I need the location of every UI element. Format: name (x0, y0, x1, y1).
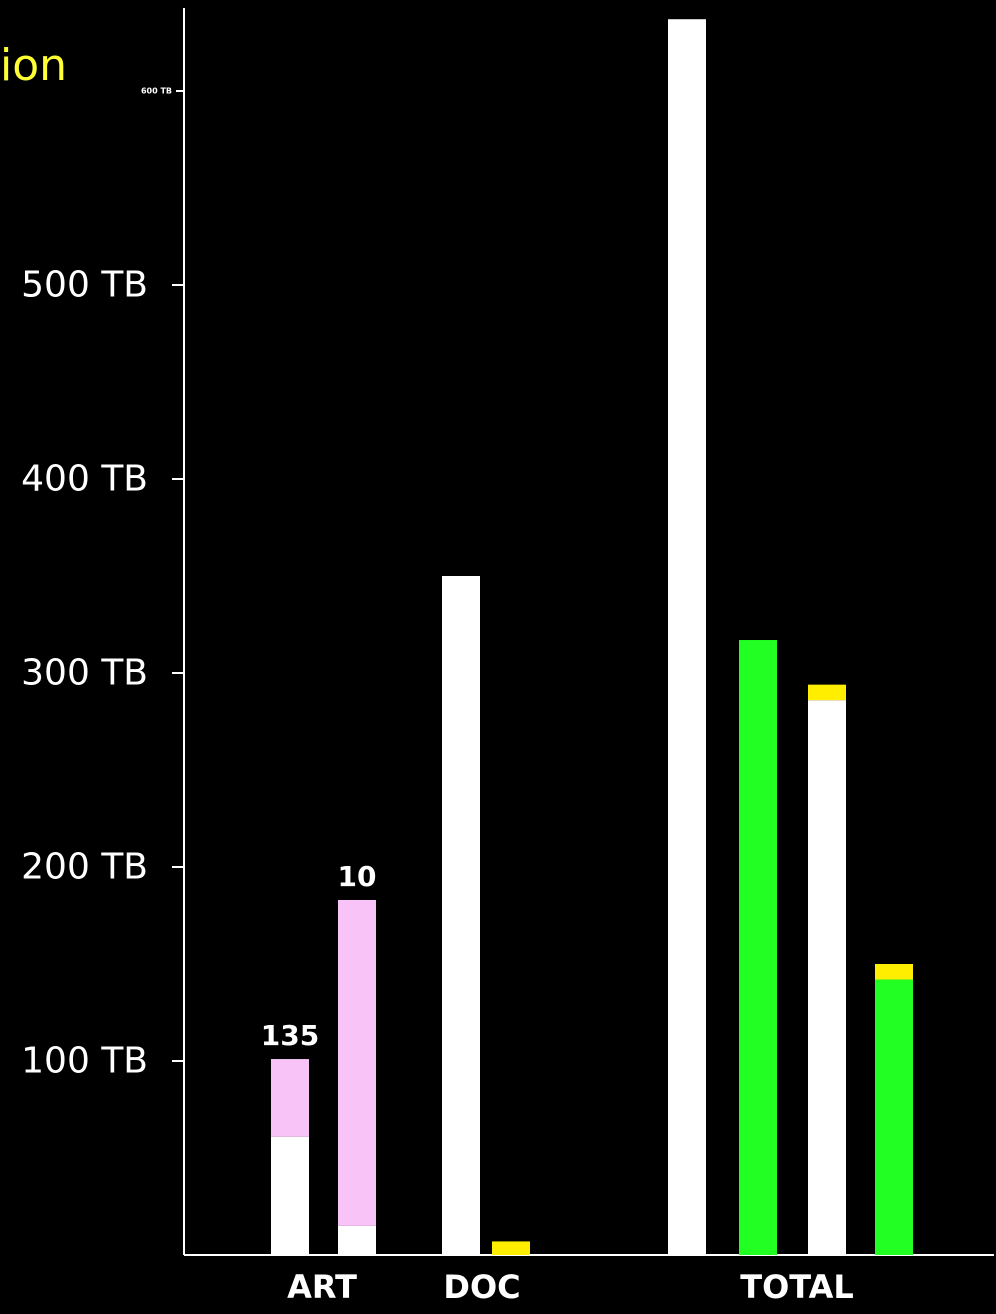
bar-7-segment-1-white (808, 700, 846, 1255)
chart-title-fragment: ion (0, 40, 68, 91)
bar-8-segment-1-green (875, 979, 913, 1255)
bar-1-segment-2-pink (271, 1059, 309, 1137)
bar-1-data-label: 135 (261, 1019, 319, 1052)
bar-2-segment-2-pink (338, 899, 376, 1226)
x-category-label-total: TOTAL (740, 1268, 854, 1306)
bar-4-segment-1-yellow (492, 1241, 530, 1255)
bar-2-segment-1-white (338, 1225, 376, 1255)
y-tick-label-400: 400 TB (21, 459, 148, 500)
bar-5-segment-1-white (668, 19, 706, 1256)
bar-8-segment-2-yellow (875, 964, 913, 980)
x-category-label-art: ART (287, 1268, 357, 1306)
bar-3-segment-1-white (442, 576, 480, 1255)
bar-6-segment-1-green (739, 640, 777, 1255)
bar-1-segment-1-white (271, 1136, 309, 1255)
x-category-label-doc: DOC (443, 1268, 520, 1306)
y-tick-label-200: 200 TB (21, 847, 148, 888)
y-tick-label-600: 600 TB (141, 87, 172, 96)
bar-2-data-label: 10 (338, 860, 377, 893)
y-tick-label-500: 500 TB (21, 265, 148, 306)
bar-7-segment-2-yellow (808, 684, 846, 701)
y-tick-label-100: 100 TB (21, 1041, 148, 1082)
y-tick-label-300: 300 TB (21, 653, 148, 694)
